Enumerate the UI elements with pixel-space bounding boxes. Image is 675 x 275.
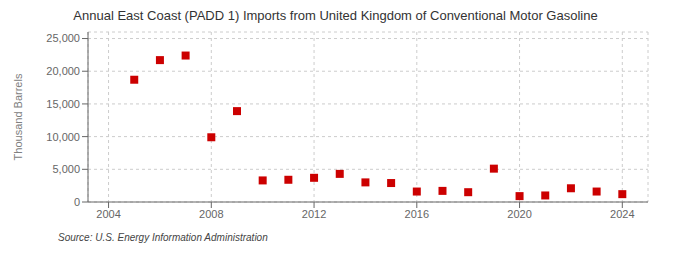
svg-text:2024: 2024 <box>610 208 634 220</box>
html-text:Source: U.S. Energy Informatio: Source: U.S. Energy Information Administ… <box>58 232 268 243</box>
svg-text:2004: 2004 <box>96 208 120 220</box>
html-text:Annual East Coast (PADD 1) Imp: Annual East Coast (PADD 1) Imports from … <box>73 8 598 23</box>
svg-text:2016: 2016 <box>405 208 429 220</box>
svg-text:25,000: 25,000 <box>46 32 80 44</box>
svg-text:Thousand Barrels: Thousand Barrels <box>12 73 24 160</box>
svg-text:20,000: 20,000 <box>46 65 80 77</box>
svg-text:0: 0 <box>74 196 80 208</box>
svg-text:5,000: 5,000 <box>52 163 80 175</box>
svg-text:2020: 2020 <box>507 208 531 220</box>
svg-text:2008: 2008 <box>199 208 223 220</box>
svg-text:15,000: 15,000 <box>46 98 80 110</box>
svg-text:2012: 2012 <box>302 208 326 220</box>
svg-text:10,000: 10,000 <box>46 131 80 143</box>
